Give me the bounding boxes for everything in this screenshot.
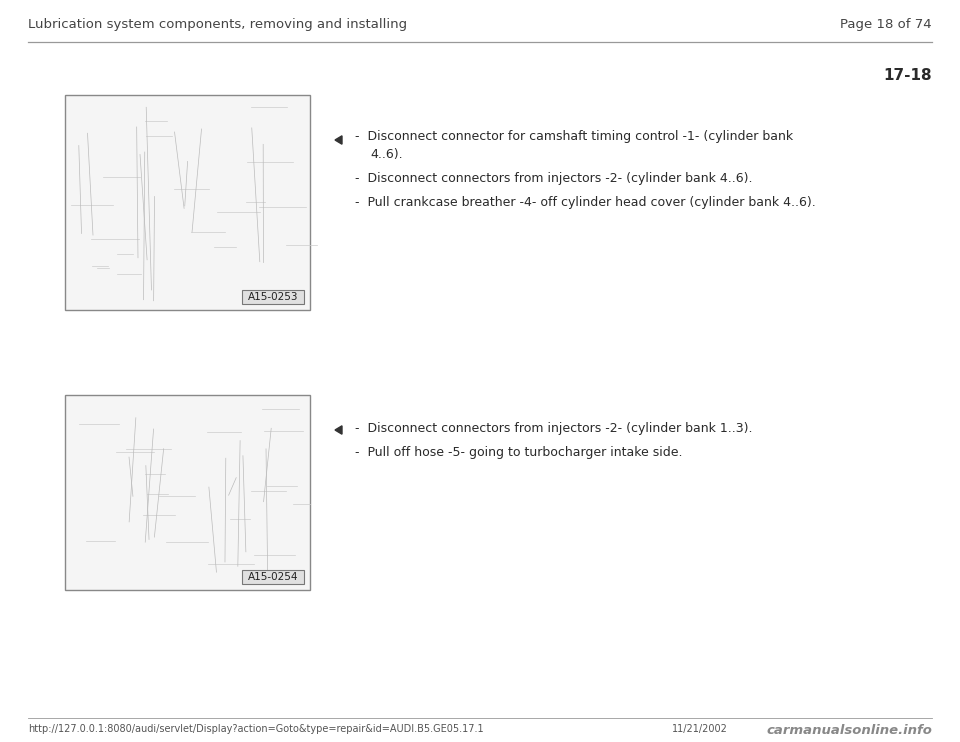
Text: -  Pull crankcase breather -4- off cylinder head cover (cylinder bank 4..6).: - Pull crankcase breather -4- off cylind… (355, 196, 816, 209)
Text: -  Disconnect connectors from injectors -2- (cylinder bank 4..6).: - Disconnect connectors from injectors -… (355, 172, 753, 185)
Bar (242, 570, 304, 584)
Text: http://127.0.0.1:8080/audi/servlet/Display?action=Goto&type=repair&id=AUDI.B5.GE: http://127.0.0.1:8080/audi/servlet/Displ… (28, 724, 484, 734)
Bar (65, 395, 310, 590)
Text: A15-0253: A15-0253 (248, 292, 299, 302)
Text: -  Disconnect connector for camshaft timing control -1- (cylinder bank: - Disconnect connector for camshaft timi… (355, 130, 793, 143)
Polygon shape (335, 426, 342, 434)
Text: 17-18: 17-18 (883, 68, 932, 83)
Text: carmanualsonline.info: carmanualsonline.info (766, 724, 932, 737)
Text: Page 18 of 74: Page 18 of 74 (840, 18, 932, 31)
Text: 11/21/2002: 11/21/2002 (672, 724, 728, 734)
Bar (242, 290, 304, 304)
Text: -  Pull off hose -5- going to turbocharger intake side.: - Pull off hose -5- going to turbocharge… (355, 446, 683, 459)
Text: Lubrication system components, removing and installing: Lubrication system components, removing … (28, 18, 407, 31)
Polygon shape (335, 136, 342, 144)
Text: A15-0254: A15-0254 (248, 572, 299, 582)
Bar (65, 95, 310, 310)
Text: 4..6).: 4..6). (370, 148, 402, 161)
Text: -  Disconnect connectors from injectors -2- (cylinder bank 1..3).: - Disconnect connectors from injectors -… (355, 422, 753, 435)
